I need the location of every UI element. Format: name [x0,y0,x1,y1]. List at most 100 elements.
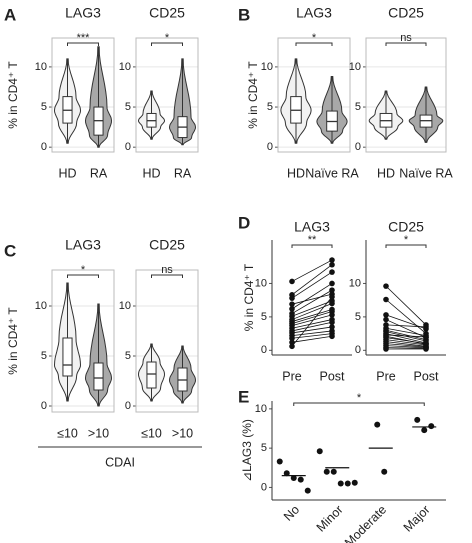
pair-line [385,347,427,349]
pair-line [291,311,333,324]
data-point [297,476,304,483]
y-tick-label: 5 [41,350,47,362]
box [146,361,157,389]
data-point [289,306,295,312]
x-tick-label: Minor [314,503,346,535]
pair-line [291,293,333,305]
x-tick-label: >10 [88,426,109,440]
pair-line [385,334,427,338]
x-tick-label: Pre [282,369,302,383]
pair-line [385,339,427,346]
y-tick-label: 0 [355,141,361,153]
significance-bracket [291,244,333,248]
significance-label: * [404,234,409,246]
data-point [383,346,389,352]
x-tick-label: No [281,503,302,524]
box [62,337,73,377]
data-point [329,300,335,307]
panel-letter: A [4,5,16,24]
data-point [329,294,335,300]
pair-line [291,309,333,322]
x-tick-label: RA [174,166,192,180]
significance-bracket [385,42,427,46]
y-tick-label: 0 [125,141,131,153]
data-point [304,487,311,494]
significance-bracket [67,42,99,46]
y-tick-label: 5 [261,311,267,323]
pair-line [385,329,427,341]
y-axis-label: % in CD4⁺ T [242,263,256,331]
significance-bracket [151,42,183,46]
data-point [351,479,358,486]
plot-frame [51,37,115,153]
significance-bracket [295,42,333,46]
panel-title: CD25 [388,5,424,21]
x-tick-label: Post [319,369,345,383]
significance-bracket [385,244,427,248]
panel-title: CD25 [149,237,185,253]
y-tick-label: 0 [41,141,47,153]
x-tick-label: Naïve RA [399,166,453,180]
data-point [383,316,389,323]
panel-letter: E [238,387,249,406]
y-tick-label: 5 [261,442,267,454]
y-axis-label: % in CD4⁺ T [246,61,260,129]
significance-bracket [293,402,425,406]
significance-bracket [151,274,183,278]
pair-line [385,324,427,328]
data-point [289,343,295,350]
x-tick-label: Moderate [342,503,389,543]
pair-line [291,326,333,334]
data-point [423,324,429,330]
plot-frame [135,269,199,413]
y-tick-label: 10 [255,403,267,415]
data-point [323,468,330,475]
x-tick-label: HD [58,166,76,180]
pair-line [385,299,427,334]
y-tick-label: 0 [125,400,131,412]
data-point [329,261,335,268]
panel-title: LAG3 [294,219,330,235]
x-tick-label: HD [142,166,160,180]
y-tick-label: 5 [355,101,361,113]
x-tick-label: RA [90,166,108,180]
plot-frame [365,37,447,153]
y-tick-label: 0 [261,344,267,356]
y-tick-label: 5 [125,350,131,362]
x-axis-label: CDAI [105,455,135,469]
pair-line [291,319,333,329]
x-tick-label: Major [401,503,433,535]
y-axis-label: % in CD4⁺ T [6,307,20,375]
significance-label: *** [77,32,91,44]
y-tick-label: 0 [267,141,273,153]
significance-label: * [312,32,317,44]
y-tick-label: 0 [355,344,361,356]
data-point [421,427,428,434]
data-point [329,312,335,318]
x-tick-label: >10 [172,426,193,440]
data-point [289,301,295,307]
x-tick-label: Post [413,369,439,383]
plot-frame [277,37,351,153]
data-point [374,421,381,428]
x-tick-label: Naïve RA [305,166,359,180]
significance-label: * [357,392,362,404]
panel-letter: D [238,213,250,232]
y-tick-label: 5 [267,101,273,113]
data-point [329,257,335,263]
y-tick-label: 10 [35,61,47,73]
x-tick-label: Pre [376,369,396,383]
y-tick-label: 10 [349,61,361,73]
y-axis-label: % in CD4⁺ T [6,61,20,129]
data-point [289,295,295,301]
pair-line [291,271,333,299]
pair-line [385,341,427,347]
data-point [316,448,323,455]
y-tick-label: 0 [261,481,267,493]
data-point [329,287,335,293]
x-tick-label: HD [377,166,395,180]
pair-line [291,314,333,326]
box [93,362,104,391]
data-point [329,333,335,340]
